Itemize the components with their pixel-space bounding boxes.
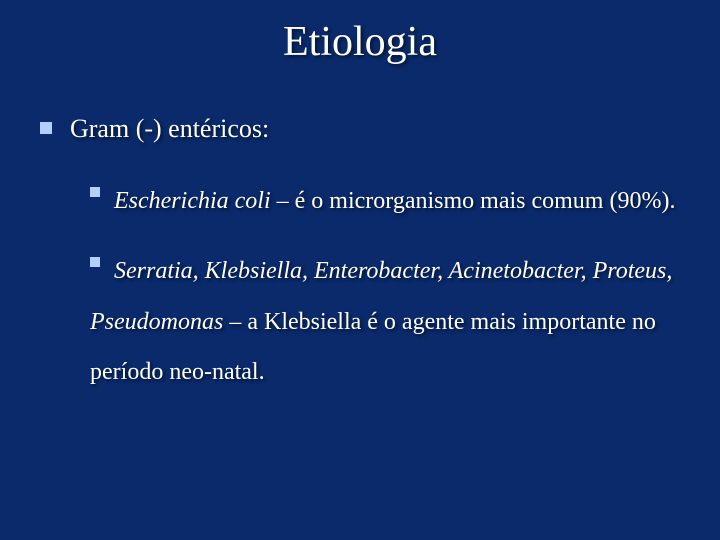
bullet-level2-item: Serratia, Klebsiella, Enterobacter, Acin…: [90, 246, 690, 397]
level1-text: Gram (-) entéricos:: [70, 112, 269, 146]
square-bullet-icon: [90, 257, 100, 267]
slide-title: Etiologia: [30, 18, 690, 66]
square-bullet-icon: [90, 187, 100, 197]
level2-rest: – é o microrganismo mais comum (90%).: [271, 188, 676, 214]
level2-italic: Escherichia coli: [114, 188, 271, 214]
bullet-level2-item: Escherichia coli – é o microrganismo mai…: [90, 176, 690, 226]
bullet-level1: Gram (-) entéricos:: [40, 112, 690, 146]
slide: Etiologia Gram (-) entéricos: Escherichi…: [0, 0, 720, 540]
square-bullet-icon: [40, 122, 52, 134]
